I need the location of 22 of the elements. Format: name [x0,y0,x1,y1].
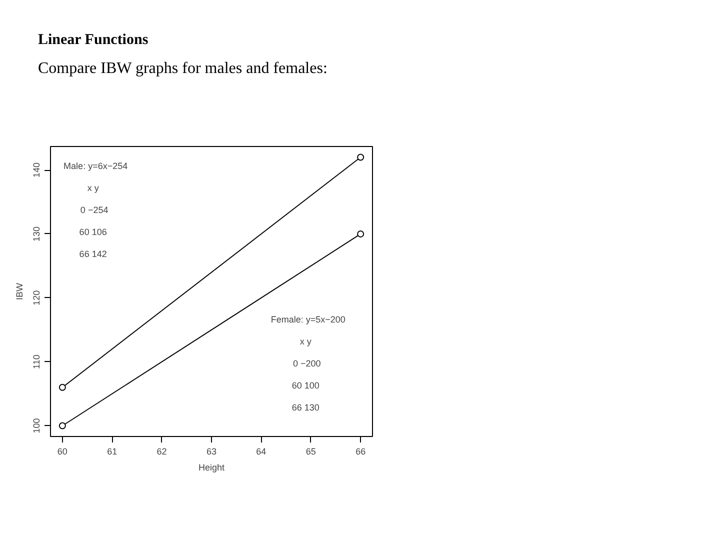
point [58,384,66,392]
y-tick-label: 130 [32,226,42,242]
x-tick-label: 60 [57,446,68,457]
text: Male: y=6x−254 x y 0 −254 60 106 66 142 [64,161,128,260]
x-tick-label: 66 [356,446,366,457]
y-tick-label: 120 [32,290,42,306]
chart-subtitle: Compare IBW graphs for males and females: [38,59,328,80]
point [58,422,66,430]
x-tick-label: 65 [306,446,316,457]
chart-title: Linear Functions [38,31,148,50]
x-axis-title: Height [198,462,226,473]
x-tick-label: 63 [206,446,217,457]
point [357,154,364,161]
text: Female: y=5x−200 x y 0 −200 60 100 66 130 [270,314,346,413]
y-axis-title: IBW [14,282,24,300]
x-tick-label: 64 [256,446,266,457]
x-tick-label: 62 [156,446,167,457]
y-tick-label: 140 [32,162,42,178]
y-tick-label: 110 [32,354,42,370]
x-tick-label: 61 [107,446,118,457]
point [357,230,364,238]
y-tick-label: 100 [32,418,42,434]
